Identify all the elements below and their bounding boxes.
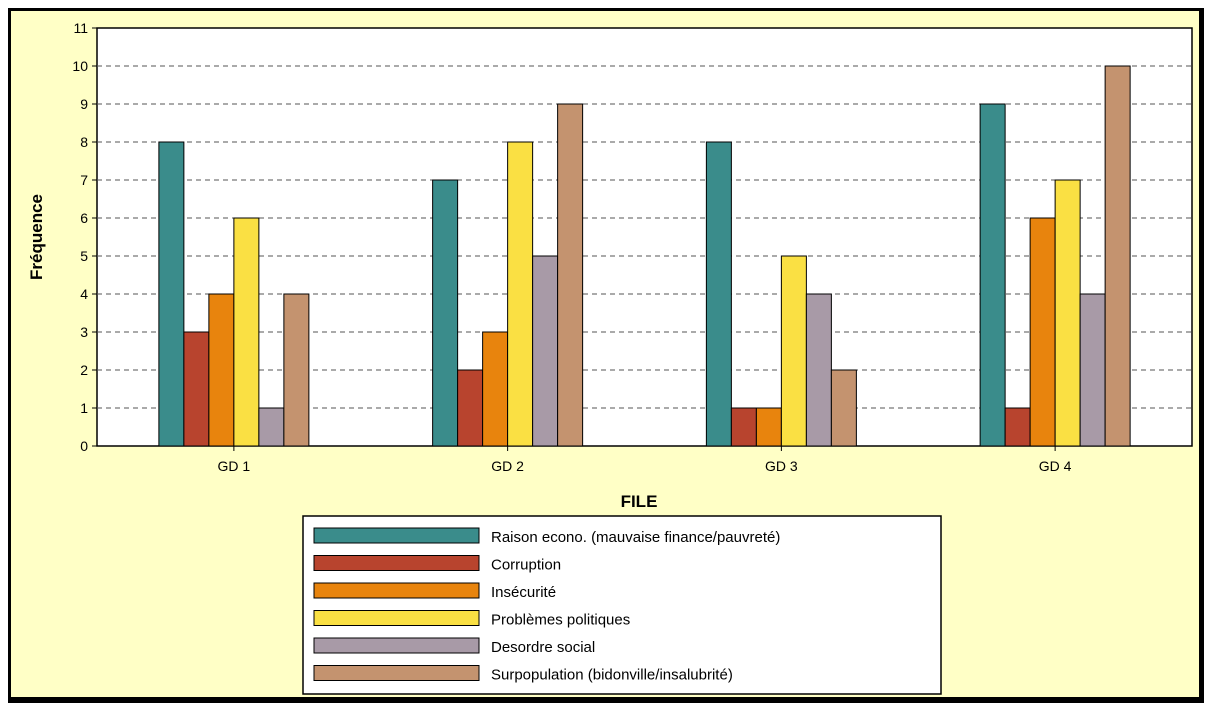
bar-gd1-series-1 [158,141,185,447]
bar-gd3-series-6 [830,369,857,447]
y-tick-label: 2 [80,362,88,378]
legend-swatch [313,637,480,654]
bar-gd1-series-2 [183,331,210,447]
x-tick-label: GD 4 [1039,458,1072,474]
bar-gd1-series-5 [258,407,285,447]
y-tick-label: 3 [80,324,88,340]
legend-swatch [313,582,480,599]
y-tick-label: 5 [80,248,88,264]
bars [158,65,1131,447]
bar-gd2-series-5 [532,255,559,447]
bar-gd3-series-4 [780,255,807,447]
bar-gd2-series-2 [457,369,484,447]
legend-swatch [313,555,480,571]
y-axis-title: Fréquence [27,194,46,280]
legend-label: Insécurité [491,584,556,601]
y-tick-label: 6 [80,210,88,226]
legend: Raison econo. (mauvaise finance/pauvreté… [302,515,942,695]
y-tick-label: 1 [80,400,88,416]
x-tick-label: GD 1 [218,458,251,474]
legend-label: Desordre social [491,639,595,656]
plot-area [96,27,1193,447]
x-axis-ticks: GD 1 GD 2 GD 3 GD 4 [218,446,1072,474]
bar-gd4-series-2 [1004,407,1031,447]
bar-gd4-series-5 [1079,293,1106,447]
bar-chart: 0 1 2 3 4 5 6 7 8 9 10 11 GD 1 GD 2 GD 3 GD 4 Fréquenc… [27,20,1193,695]
bar-gd2-series-4 [507,141,534,447]
bar-gd1-series-6 [283,293,310,447]
bar-gd4-series-3 [1029,217,1056,447]
x-tick-label: GD 2 [491,458,524,474]
gridlines [97,65,1192,409]
x-tick-label: GD 3 [765,458,798,474]
legend-box [302,515,942,695]
y-tick-label: 4 [80,286,88,302]
bar-gd1-series-3 [208,293,235,447]
bar-gd3-series-5 [805,293,832,447]
legend-swatch [313,665,480,681]
bar-gd4-series-1 [979,103,1006,447]
legend-label: Raison econo. (mauvaise finance/pauvreté… [491,529,780,546]
chart-frame: 0 1 2 3 4 5 6 7 8 9 10 11 GD 1 GD 2 GD 3 GD 4 Fréquenc… [8,8,1204,703]
y-tick-label: 9 [80,96,88,112]
bar-gd3-series-2 [730,407,757,447]
y-tick-label: 0 [80,438,88,454]
legend-label: Corruption [491,557,561,574]
bar-gd2-series-6 [557,103,584,447]
legend-swatch [313,527,480,544]
bar-gd3-series-3 [755,407,782,447]
bar-gd1-series-4 [233,217,260,447]
y-tick-label: 11 [73,20,88,36]
y-tick-label: 7 [80,172,88,188]
y-tick-label: 8 [80,134,88,150]
bar-gd3-series-1 [705,141,732,447]
y-axis-ticks: 0 1 2 3 4 5 6 7 8 9 10 11 [72,20,97,454]
legend-label: Surpopulation (bidonville/insalubrité) [491,667,733,684]
bar-gd2-series-3 [482,331,509,447]
legend-swatch [313,610,480,626]
legend-label: Problèmes politiques [491,612,630,629]
x-axis-title: FILE [621,492,658,511]
bar-gd4-series-4 [1054,179,1081,447]
bar-gd2-series-1 [432,179,459,447]
bar-gd4-series-6 [1104,65,1131,447]
y-tick-label: 10 [72,58,88,74]
